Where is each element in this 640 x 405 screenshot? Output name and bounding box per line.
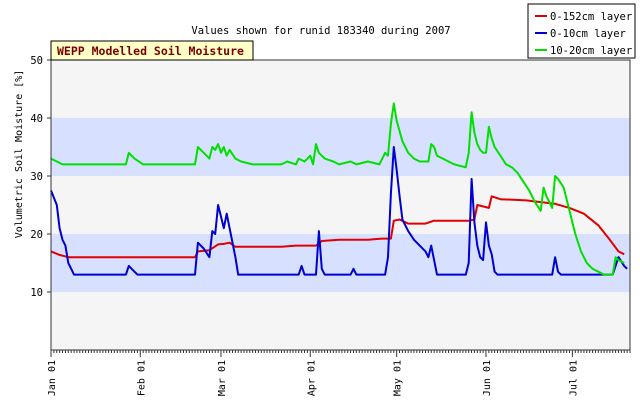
y-tick-label: 50 [30,55,43,67]
x-tick-label: Jan 01 [47,360,58,396]
value-band-1 [51,118,630,176]
chart-badge: WEPP Modelled Soil Moisture [50,40,254,61]
y-axis: 10 20 30 40 50 [30,55,51,299]
y-tick-label: 40 [30,113,43,125]
series-line-1 [50,146,628,276]
x-tick-label: Mar 01 [217,360,228,396]
x-tick-label: Apr 01 [306,360,317,396]
chart-badge-text: WEPP Modelled Soil Moisture [57,44,244,58]
x-tick-label: Jul 01 [568,360,579,396]
legend-label: 0-152cm layer [550,11,632,23]
legend-label: 0-10cm layer [550,28,626,40]
legend-label: 10-20cm layer [550,45,632,57]
value-band-0 [51,234,630,292]
plot-border [50,59,631,351]
series-line-0 [50,195,625,259]
y-tick-label: 20 [30,229,43,241]
chart-title: Values shown for runid 183340 during 200… [191,25,450,37]
y-axis-label: Volumetric Soil Moisture [%] [14,70,25,239]
series-line-2 [50,102,625,276]
x-axis: Jan 01 Feb 01 Mar 01 Apr 01 May 01 Jun 01 Jul … [47,350,631,396]
series-lines [50,102,628,276]
chart-badge-box [50,40,254,61]
y-tick-label: 30 [30,171,43,183]
x-tick-label: Jun 01 [482,360,493,396]
x-tick-label: Feb 01 [136,360,147,396]
y-tick-label: 10 [30,287,43,299]
plot-area [51,60,630,350]
value-bands [51,118,630,292]
legend: 0-152cm layer 0-10cm layer 10-20cm layer [527,3,636,59]
x-tick-label: May 01 [393,360,404,396]
